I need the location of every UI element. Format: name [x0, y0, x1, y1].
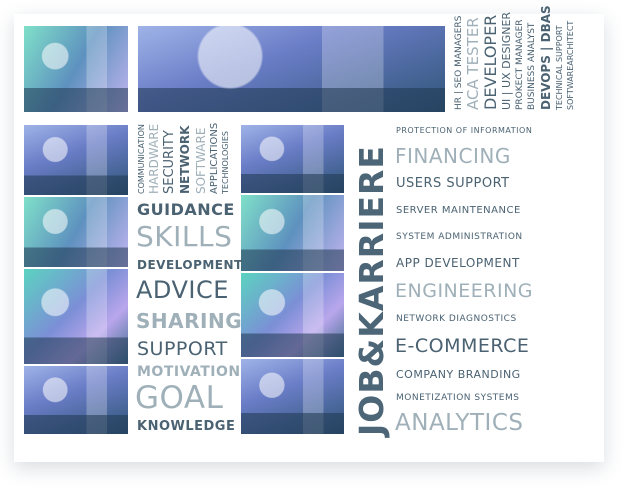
word-analytics: ANALYTICS: [395, 410, 524, 436]
word-aca-tester: ACA TESTER: [464, 17, 482, 110]
word-system-administration: SYSTEM ADMINISTRATION: [396, 232, 523, 242]
photo-left-3: [24, 269, 128, 364]
word-project-manager: PROKECT MANAGER: [515, 19, 525, 110]
word-security: SECURITY: [162, 130, 177, 194]
word-advice: ADVICE: [136, 276, 229, 304]
word-business-analyst: BUSINESS ANALYST: [527, 22, 537, 110]
photo-left-2: [24, 197, 128, 267]
photo-mid-2: [241, 195, 344, 271]
word-software-architect: SOFTWAREARCHITECT: [566, 20, 575, 110]
word-company-branding: COMPANY BRANDING: [396, 368, 521, 381]
word-software: SOFTWARE: [194, 127, 208, 194]
word-development: DEVELOPMENT: [137, 258, 243, 272]
word-app-development: APP DEVELOPMENT: [396, 256, 520, 270]
word-engineering: ENGINEERING: [395, 280, 534, 302]
photo-mid-4: [241, 359, 344, 434]
photo-top-left: [24, 26, 128, 112]
word-e-commerce: E-COMMERCE: [395, 335, 530, 357]
word-technical-support: TECHNICAL SUPPORT: [555, 25, 564, 110]
photo-mid-3: [241, 273, 344, 357]
word-monetization-systems: MONETIZATION SYSTEMS: [396, 393, 520, 403]
word-developer: DEVELOPER: [481, 14, 500, 110]
word-support: SUPPORT: [137, 338, 228, 360]
brand-title: JOB&KARRIERE: [352, 145, 391, 436]
word-motivation: MOTIVATION: [137, 364, 241, 380]
word-applications: APPLICATIONS: [209, 122, 220, 194]
word-skills: SKILLS: [136, 220, 233, 253]
word-network-diagnostics: NETWORK DIAGNOSTICS: [396, 314, 517, 324]
word-financing: FINANCING: [395, 144, 511, 168]
word-technologies: TECHNOLOGIES: [221, 131, 230, 194]
photo-left-4: [24, 366, 128, 434]
word-devops: DEVOPS | DBAS: [539, 5, 553, 110]
word-server-maintenance: SERVER MAINTENANCE: [396, 205, 521, 216]
word-knowledge: KNOWLEDGE: [137, 419, 236, 434]
photo-left-1: [24, 125, 128, 195]
word-hardware: HARDWARE: [147, 123, 161, 194]
word-network: NETWORK: [178, 125, 192, 194]
word-protection: PROTECTION OF INFORMATION: [396, 126, 533, 135]
photo-top-middle: [138, 26, 445, 112]
word-users-support: USERS SUPPORT: [396, 176, 510, 191]
collage-card: HR | SEO MANAGERS ACA TESTER DEVELOPER U…: [14, 5, 604, 462]
word-goal: GOAL: [135, 380, 224, 416]
photo-mid-1: [241, 125, 344, 193]
word-sharing: SHARING: [136, 309, 243, 333]
word-communication: COMMUNICATION: [137, 124, 146, 194]
word-ui-ux: UI | UX DESIGNER: [500, 11, 513, 110]
word-hr-seo: HR | SEO MANAGERS: [454, 15, 464, 110]
word-guidance: GUIDANCE: [137, 200, 235, 219]
